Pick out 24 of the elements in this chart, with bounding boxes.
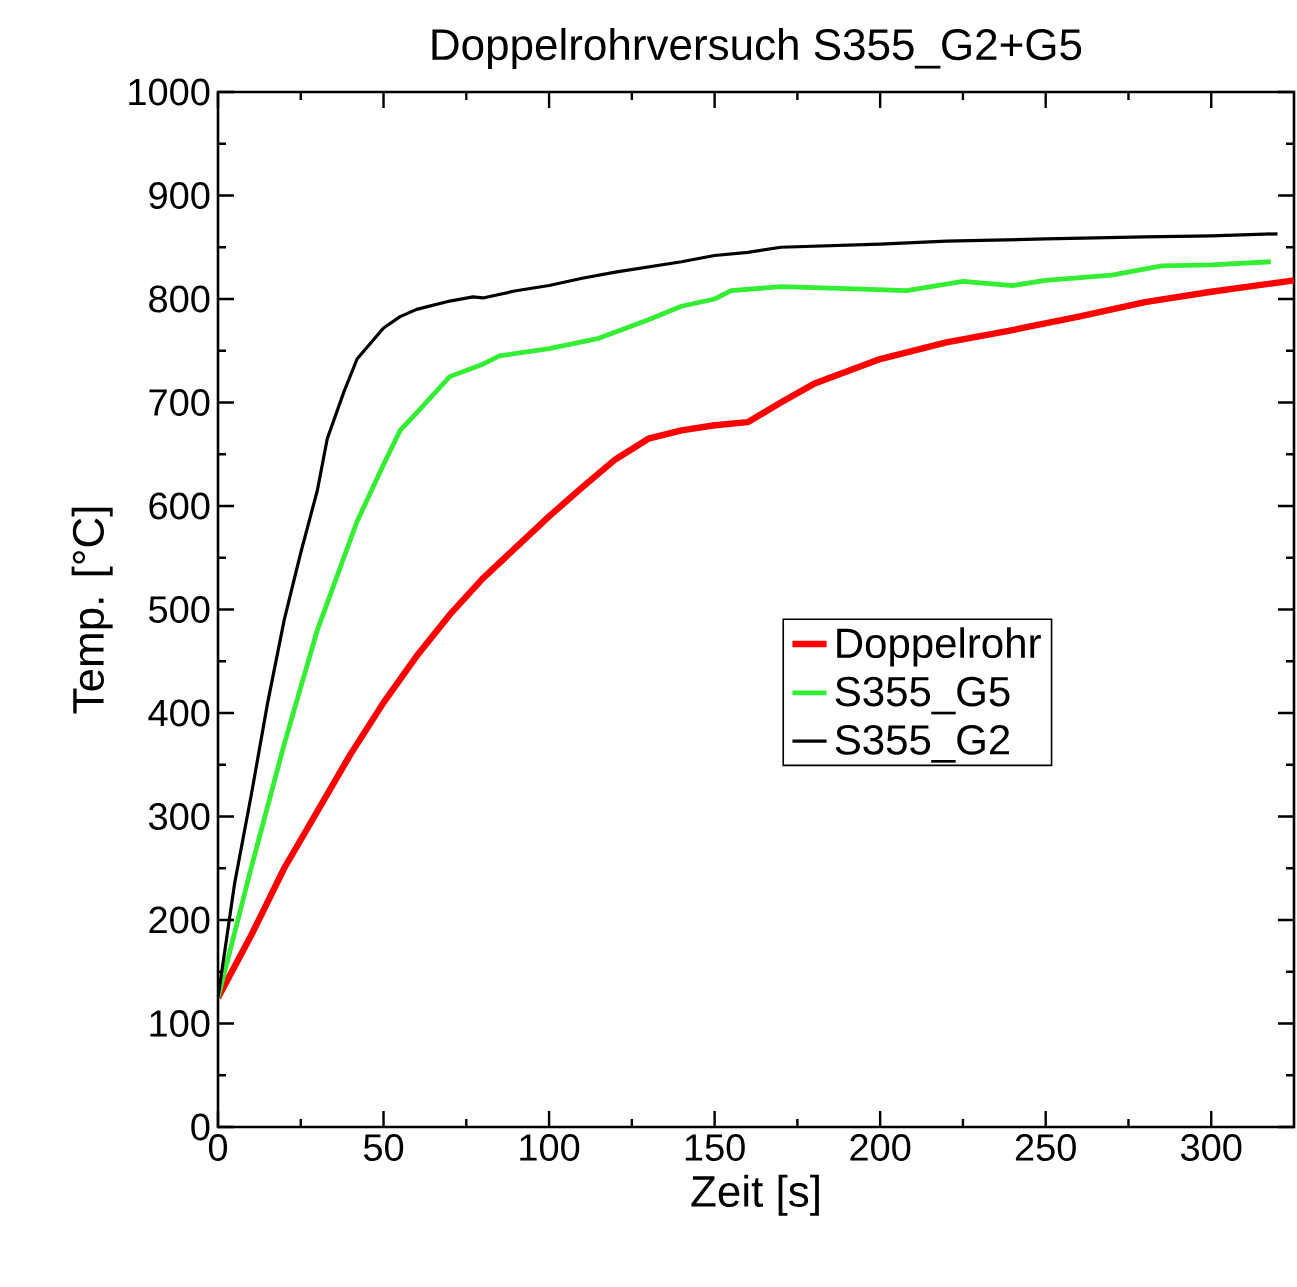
- x-tick-label: 0: [208, 1134, 228, 1161]
- y-tick-label: 600: [149, 492, 210, 520]
- legend-label: S355_G2: [835, 725, 1010, 763]
- y-tick-label: 900: [149, 182, 210, 209]
- x-tick-label: 150: [685, 1134, 745, 1161]
- y-tick-label: 100: [150, 1010, 210, 1037]
- x-tick-label: 200: [850, 1134, 911, 1161]
- y-axis-title: Temp. [°C]: [71, 507, 113, 714]
- legend-label: S355_G5: [835, 676, 1010, 715]
- y-tick-label: 500: [149, 596, 210, 623]
- legend-label: Doppelrohr: [837, 627, 1041, 667]
- y-tick-label: 800: [149, 285, 210, 313]
- x-tick-label: 50: [363, 1134, 404, 1161]
- y-tick-label: 1000: [129, 78, 210, 106]
- x-tick-label: 300: [1180, 1134, 1242, 1161]
- y-tick-label: 0: [191, 1113, 210, 1141]
- x-tick-label: 250: [1015, 1134, 1076, 1161]
- chart-title: Doppelrohrversuch S355_G2+G5: [432, 27, 1082, 69]
- y-tick-label: 200: [149, 906, 210, 934]
- y-tick-label: 300: [148, 803, 210, 830]
- x-axis-title: Zeit [s]: [691, 1174, 819, 1216]
- y-tick-label: 700: [149, 389, 210, 416]
- x-tick-label: 100: [520, 1134, 580, 1161]
- y-tick-label: 400: [148, 699, 210, 727]
